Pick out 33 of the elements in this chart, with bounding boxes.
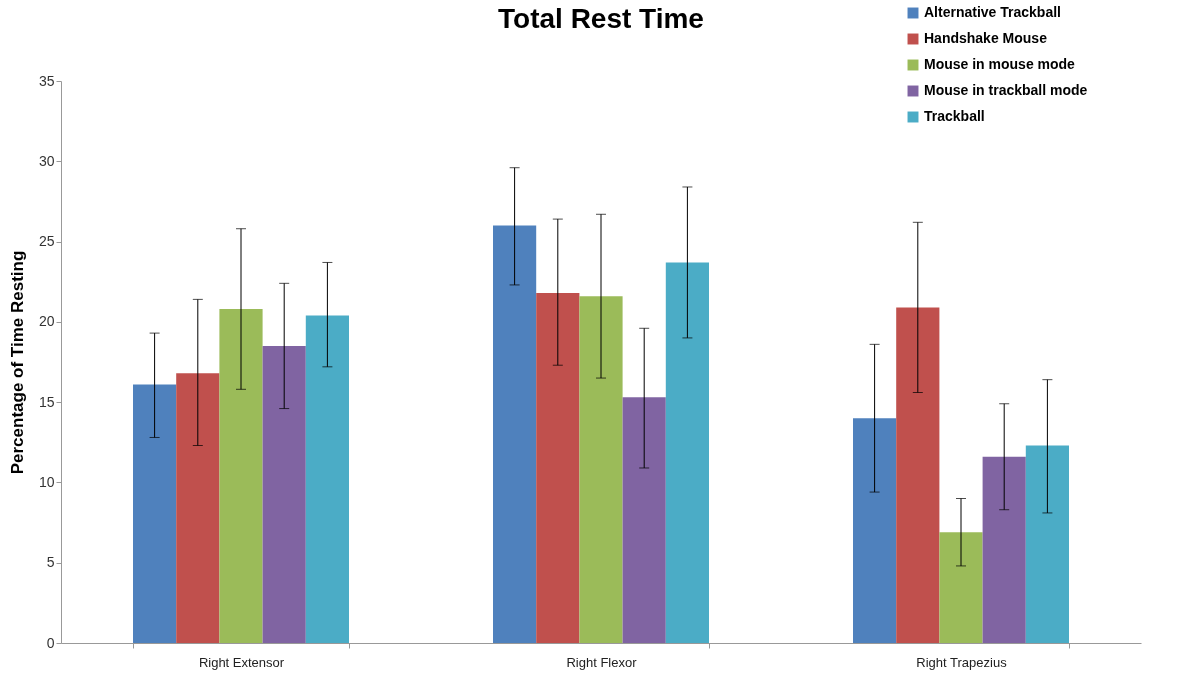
bar: [176, 373, 220, 643]
bar: [896, 307, 940, 643]
legend-label: Handshake Mouse: [924, 30, 1048, 46]
y-tick-label: 5: [46, 554, 55, 571]
legend-label: Mouse in trackball mode: [924, 82, 1088, 98]
legend-label: Alternative Trackball: [924, 4, 1061, 20]
chart-title: Total Rest Time: [498, 3, 704, 34]
y-tick-label: 35: [38, 72, 55, 89]
y-tick-label: 0: [46, 634, 55, 651]
y-tick-label: 10: [38, 473, 55, 490]
bar: [622, 397, 666, 643]
bar: [853, 418, 897, 643]
bar: [982, 456, 1026, 643]
y-tick-label: 20: [38, 313, 55, 330]
bar: [219, 309, 263, 643]
bar: [262, 345, 306, 643]
x-tick-label: Right Trapezius: [916, 654, 1008, 670]
bar: [305, 315, 349, 643]
y-axis-title: Percentage of Time Resting: [7, 250, 27, 475]
y-tick-label: 30: [38, 152, 55, 169]
bar: [579, 296, 623, 643]
x-tick-label: Right Flexor: [566, 654, 638, 670]
bar: [939, 532, 983, 643]
bar: [665, 262, 709, 643]
legend-label: Trackball: [924, 108, 985, 124]
x-tick-label: Right Extensor: [198, 654, 285, 670]
bar: [493, 225, 537, 643]
legend-label: Mouse in mouse mode: [924, 56, 1076, 72]
bar: [133, 384, 177, 643]
bar: [536, 292, 580, 643]
y-tick-label: 25: [38, 233, 55, 250]
y-tick-label: 15: [38, 393, 55, 410]
bar: [1025, 445, 1069, 643]
